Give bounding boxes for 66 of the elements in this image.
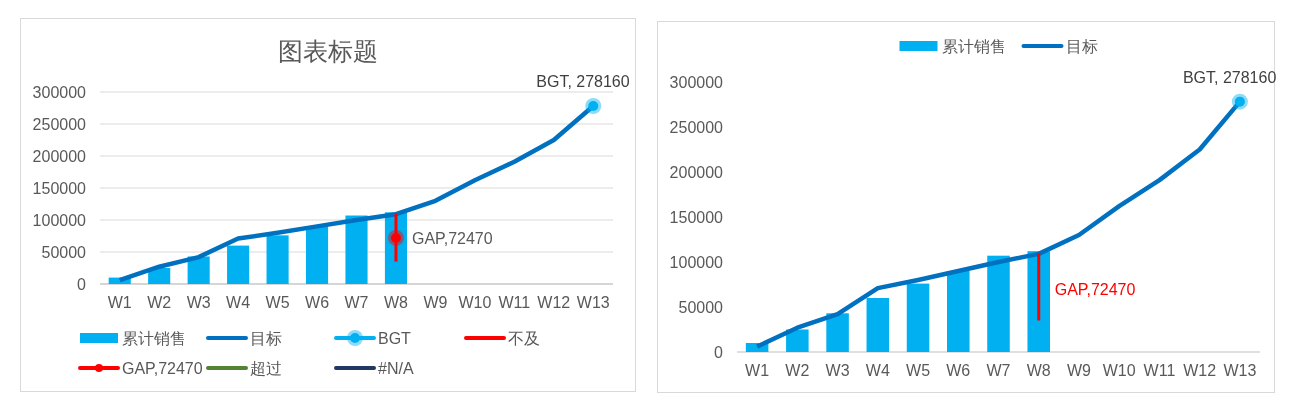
- y-tick-label: 0: [714, 344, 724, 361]
- bar: [987, 255, 1010, 352]
- x-tick-label: W6: [305, 294, 330, 311]
- bar: [786, 329, 809, 352]
- legend-label: GAP,72470: [122, 360, 203, 377]
- y-tick-label: 300000: [669, 74, 724, 91]
- x-tick-label: W10: [1102, 362, 1136, 379]
- bar: [227, 245, 250, 284]
- y-tick-label: 50000: [678, 299, 724, 316]
- annotation: GAP,72470: [1054, 281, 1136, 298]
- annotation: BGT, 278160: [536, 72, 630, 90]
- y-tick-label: 150000: [32, 180, 87, 197]
- bar: [826, 313, 849, 352]
- x-tick-label: W5: [906, 362, 931, 379]
- bar: [866, 298, 890, 352]
- y-tick-label: 200000: [32, 148, 87, 165]
- legend-label: #N/A: [378, 360, 414, 377]
- x-tick-label: W1: [107, 294, 132, 311]
- y-tick-label: 200000: [669, 164, 724, 181]
- x-tick-label: W11: [498, 294, 531, 311]
- x-tick-label: W9: [1066, 362, 1092, 379]
- x-tick-label: W4: [226, 294, 251, 311]
- x-tick-label: W8: [383, 294, 409, 311]
- y-tick-label: 250000: [669, 119, 724, 136]
- x-tick-label: W12: [537, 294, 571, 311]
- x-tick-label: W1: [745, 362, 770, 379]
- x-tick-label: W8: [1026, 362, 1051, 379]
- bar: [345, 215, 368, 284]
- y-tick-label: 150000: [669, 209, 724, 226]
- y-tick-label: 50000: [41, 244, 87, 261]
- legend-label: 不及: [508, 330, 540, 347]
- bar: [947, 271, 970, 352]
- x-tick-label: W13: [1223, 362, 1257, 379]
- bar: [187, 256, 210, 284]
- bar: [305, 226, 329, 284]
- legend-label: BGT: [378, 330, 412, 347]
- x-tick-label: W3: [825, 362, 850, 379]
- bar: [906, 283, 930, 352]
- y-tick-label: 100000: [32, 212, 87, 229]
- x-tick-label: W7: [986, 362, 1011, 379]
- x-tick-label: W9: [423, 294, 448, 311]
- legend-label: 累计销售: [122, 330, 186, 347]
- legend-label: 目标: [250, 330, 282, 347]
- x-tick-label: W3: [186, 294, 211, 311]
- x-tick-label: W10: [458, 294, 492, 311]
- x-tick-label: W5: [265, 294, 290, 311]
- chart-title: 图表标题: [277, 37, 378, 65]
- x-tick-label: W6: [946, 362, 971, 379]
- annotation: BGT, 278160: [1182, 68, 1277, 86]
- y-tick-label: 300000: [32, 84, 87, 101]
- x-tick-label: W2: [147, 294, 172, 311]
- annotation: GAP,72470: [411, 229, 493, 247]
- x-tick-label: W2: [785, 362, 810, 379]
- bar: [266, 235, 289, 284]
- x-tick-label: W13: [576, 294, 610, 311]
- bar: [148, 268, 171, 284]
- y-tick-label: 250000: [32, 116, 87, 133]
- y-tick-label: 100000: [669, 254, 724, 271]
- x-tick-label: W4: [865, 362, 890, 379]
- legend-label: 超过: [250, 360, 282, 377]
- x-tick-label: W12: [1183, 362, 1217, 379]
- x-tick-label: W11: [1143, 362, 1176, 379]
- x-tick-label: W7: [344, 294, 369, 311]
- y-tick-label: 0: [77, 276, 87, 293]
- legend-label: 目标: [1065, 38, 1098, 55]
- legend-label: 累计销售: [941, 38, 1006, 55]
